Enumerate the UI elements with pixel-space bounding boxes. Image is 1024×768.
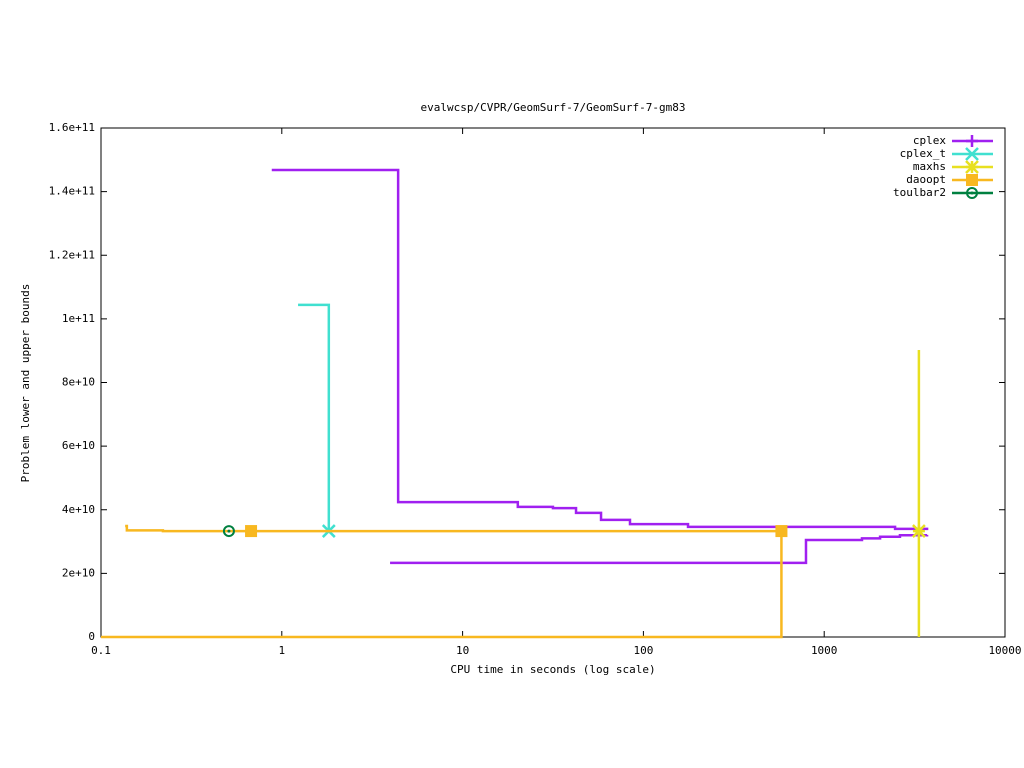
y-tick-label: 1.4e+11 — [49, 185, 95, 198]
bound-line — [271, 168, 929, 531]
legend-marker — [966, 135, 978, 147]
bound-line — [298, 303, 331, 532]
y-tick-label: 1.2e+11 — [49, 248, 95, 261]
legend-label: cplex — [913, 134, 946, 147]
marker-ring — [222, 525, 235, 538]
x-tick-label: 10 — [456, 644, 469, 657]
legend-marker — [966, 174, 978, 186]
bound-line — [390, 533, 929, 565]
bound-line — [125, 524, 782, 533]
legend-label: toulbar2 — [893, 186, 946, 199]
legend-marker — [965, 147, 979, 161]
y-axis-label: Problem lower and upper bounds — [19, 284, 32, 483]
y-tick-label: 4e+10 — [62, 503, 95, 516]
marker — [245, 525, 258, 538]
y-tick-label: 1e+11 — [62, 312, 95, 325]
y-tick-label: 8e+10 — [62, 376, 95, 389]
y-tick-label: 2e+10 — [62, 566, 95, 579]
x-tick-label: 1 — [278, 644, 285, 657]
x-tick-label: 100 — [633, 644, 653, 657]
legend-marker — [965, 160, 979, 174]
y-tick-label: 1.6e+11 — [49, 121, 95, 134]
legend-label: cplex_t — [900, 147, 946, 160]
x-tick-label: 10000 — [988, 644, 1021, 657]
y-tick-label: 6e+10 — [62, 439, 95, 452]
x-tick-label: 0.1 — [91, 644, 111, 657]
chart-title: evalwcsp/CVPR/GeomSurf-7/GeomSurf-7-gm83 — [421, 101, 686, 114]
x-tick-label: 1000 — [811, 644, 838, 657]
marker-dot — [970, 191, 974, 195]
legend-marker — [966, 187, 978, 199]
bound-line — [101, 531, 783, 639]
x-axis-label: CPU time in seconds (log scale) — [450, 663, 655, 676]
marker — [775, 525, 788, 538]
legend-label: daoopt — [906, 173, 946, 186]
y-tick-label: 0 — [88, 630, 95, 643]
marker-dot — [227, 529, 231, 533]
marker — [912, 524, 926, 538]
marker-ring — [966, 187, 978, 199]
marker — [222, 525, 235, 538]
legend-label: maxhs — [913, 160, 946, 173]
